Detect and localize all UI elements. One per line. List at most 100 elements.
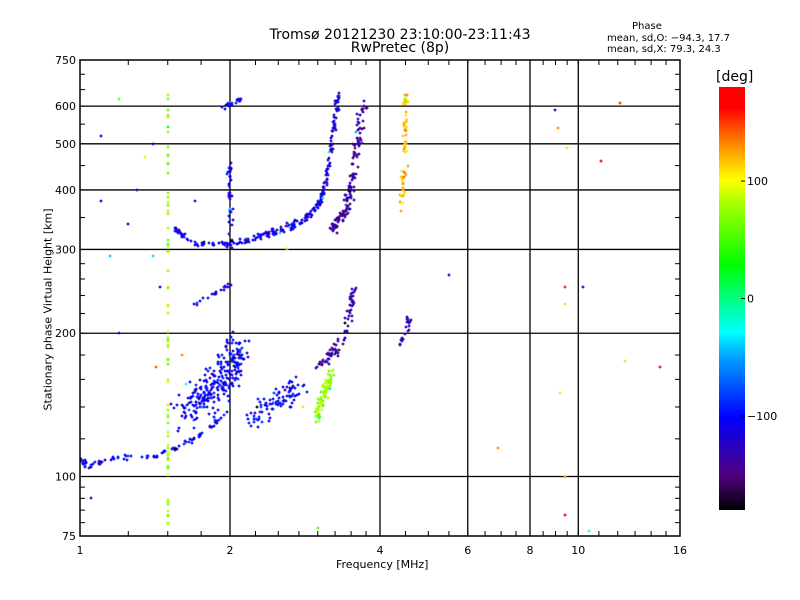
data-point — [169, 402, 173, 406]
data-point — [216, 388, 220, 392]
data-point — [343, 215, 347, 219]
data-point — [239, 356, 243, 360]
data-point — [177, 393, 181, 397]
data-point — [239, 362, 243, 366]
data-point — [309, 209, 313, 213]
data-point — [295, 393, 299, 397]
data-point — [320, 200, 324, 204]
data-point — [99, 134, 103, 138]
data-point — [195, 301, 199, 305]
data-point — [275, 393, 279, 397]
data-point — [237, 384, 241, 388]
data-point — [230, 246, 234, 250]
data-point — [193, 390, 197, 394]
data-point — [399, 175, 403, 179]
data-point — [267, 232, 271, 236]
data-point — [166, 226, 170, 230]
y-tick-label: 750 — [55, 54, 76, 67]
data-point — [563, 475, 567, 479]
data-point — [327, 163, 331, 167]
data-point — [198, 378, 202, 382]
data-point — [185, 403, 189, 407]
data-point — [225, 245, 229, 249]
data-point — [264, 401, 268, 405]
data-point — [326, 396, 330, 400]
data-point — [404, 133, 408, 137]
x-axis-label: Frequency [MHz] — [336, 558, 429, 571]
data-point — [249, 411, 253, 415]
data-point — [352, 154, 356, 158]
data-point — [194, 387, 198, 391]
data-point — [345, 196, 349, 200]
data-point — [268, 416, 272, 420]
data-point — [317, 416, 321, 420]
data-point — [328, 144, 332, 148]
data-point — [341, 218, 345, 222]
data-point — [217, 241, 221, 245]
data-point — [166, 242, 170, 246]
data-point — [230, 223, 234, 227]
data-point — [221, 376, 225, 380]
data-point — [400, 339, 404, 343]
data-point — [166, 130, 170, 134]
data-point — [180, 234, 184, 238]
data-point — [318, 399, 322, 403]
data-point — [231, 355, 235, 359]
data-point — [218, 383, 222, 387]
phase-stats-header: Phase — [632, 21, 662, 32]
data-point — [337, 108, 341, 112]
data-point — [317, 419, 321, 423]
data-point — [403, 332, 407, 336]
data-point — [166, 154, 170, 158]
data-point — [166, 115, 170, 119]
data-point — [152, 455, 156, 459]
data-point — [236, 98, 240, 102]
data-point — [221, 386, 225, 390]
data-point — [236, 377, 240, 381]
data-point — [223, 284, 227, 288]
data-point — [205, 386, 209, 390]
data-point — [181, 404, 185, 408]
data-point — [330, 346, 334, 350]
data-point — [352, 189, 356, 193]
data-point — [350, 173, 354, 177]
data-point — [210, 372, 214, 376]
data-point — [348, 192, 352, 196]
x-tick-label: 1 — [77, 544, 84, 557]
data-point — [240, 353, 244, 357]
data-point — [214, 290, 218, 294]
data-point — [563, 513, 567, 517]
data-point — [333, 226, 337, 230]
data-point — [205, 380, 209, 384]
data-point — [402, 170, 406, 174]
data-point — [225, 410, 229, 414]
data-point — [259, 405, 263, 409]
data-point — [314, 366, 318, 370]
data-point — [325, 171, 329, 175]
data-point — [227, 104, 231, 108]
data-point — [190, 441, 194, 445]
data-point — [166, 330, 170, 334]
data-point — [194, 411, 198, 415]
data-point — [192, 426, 196, 430]
data-point — [358, 126, 362, 130]
data-point — [565, 146, 569, 150]
data-point — [402, 100, 406, 104]
data-point — [402, 147, 406, 151]
data-point — [402, 190, 406, 194]
data-point — [264, 230, 268, 234]
data-point — [231, 338, 235, 342]
data-point — [328, 373, 332, 377]
data-point — [496, 446, 500, 450]
data-point — [352, 301, 356, 305]
data-point — [228, 191, 232, 195]
data-point — [351, 294, 355, 298]
data-point — [314, 414, 318, 418]
data-point — [288, 405, 292, 409]
data-point — [125, 458, 129, 462]
data-point — [226, 363, 230, 367]
data-point — [298, 222, 302, 226]
data-point — [247, 240, 251, 244]
data-point — [212, 415, 216, 419]
data-point — [189, 239, 193, 243]
